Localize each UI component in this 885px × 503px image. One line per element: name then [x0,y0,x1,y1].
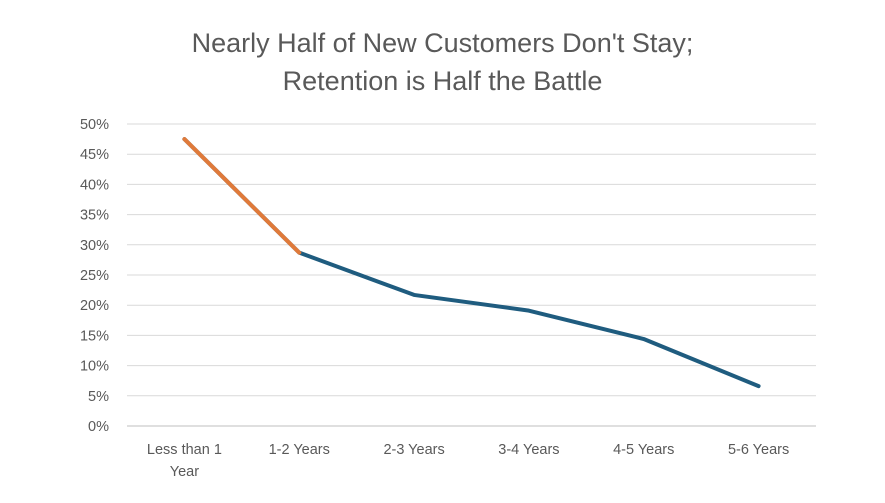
x-tick-label-5: 5-6 Years [728,442,789,458]
y-tick-label-35: 35% [80,208,109,224]
chart-title: Nearly Half of New Customers Don't Stay;… [0,24,885,100]
x-tick-label-1: 1-2 Years [269,442,330,458]
y-tick-label-45: 45% [80,147,109,163]
x-tick-label-4: 4-5 Years [613,442,674,458]
y-tick-label-50: 50% [80,117,109,133]
highlight-segment [182,137,302,255]
y-tick-label-10: 10% [80,359,109,375]
y-tick-label-5: 5% [88,389,109,405]
y-tick-label-15: 15% [80,328,109,344]
y-tick-label-20: 20% [80,298,109,314]
x-tick-label-2: 2-3 Years [383,442,444,458]
y-tick-label-40: 40% [80,177,109,193]
y-tick-label-30: 30% [80,238,109,254]
chart-title-line-1: Nearly Half of New Customers Don't Stay; [191,28,694,58]
series-line-0 [182,137,761,389]
y-tick-label-0: 0% [88,419,109,435]
x-tick-label-3: 3-4 Years [498,442,559,458]
y-tick-label-25: 25% [80,268,109,284]
chart-title-line-2: Retention is Half the Battle [282,66,603,96]
x-tick-label-0: Less than 1 Year [147,442,222,480]
